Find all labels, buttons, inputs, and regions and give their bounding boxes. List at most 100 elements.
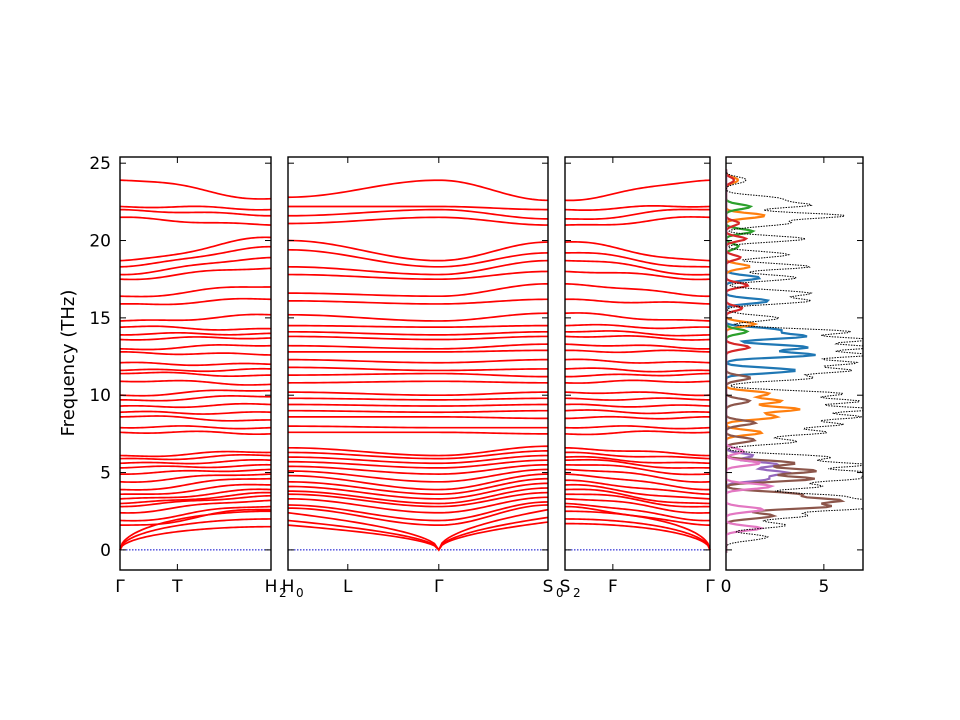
phonon-band — [119, 245, 272, 268]
x-tick-label: F — [608, 577, 618, 597]
band-panel-frame — [119, 156, 272, 571]
partial-dos-curve — [726, 169, 816, 553]
x-tick-label: L — [343, 577, 353, 597]
phonon-band — [119, 179, 272, 200]
phonon-band — [564, 335, 711, 341]
phonon-band — [119, 331, 272, 336]
partial-dos-curve — [726, 169, 776, 553]
phonon-band — [287, 459, 549, 469]
band-panel-frame — [564, 156, 711, 571]
phonon-band — [564, 312, 711, 322]
phonon-band — [119, 351, 272, 356]
phonon-band — [564, 479, 711, 496]
dos-x-tick-label: 0 — [721, 577, 732, 597]
phonon-band — [119, 371, 272, 378]
phonon-band — [119, 488, 272, 500]
phonon-band — [119, 208, 271, 217]
phonon-band — [564, 505, 711, 526]
phonon-band — [564, 403, 711, 408]
phonon-band — [119, 494, 272, 508]
phonon-band — [564, 241, 711, 262]
dos-panel-frame — [725, 156, 864, 571]
phonon-band — [564, 397, 711, 401]
phonon-band — [287, 491, 549, 508]
phonon-band — [119, 499, 272, 514]
phonon-band — [564, 502, 711, 522]
phonon-band — [119, 286, 272, 298]
phonon-band — [288, 416, 548, 420]
phonon-band — [287, 473, 549, 491]
phonon-band — [287, 516, 549, 552]
phonon-band — [287, 504, 549, 526]
phonon-band — [287, 270, 549, 281]
phonon-band — [119, 297, 272, 306]
phonon-band — [119, 389, 272, 397]
x-tick-label: T — [171, 577, 183, 597]
phonon-band — [287, 282, 549, 298]
y-axis-title: Frequency (THz) — [58, 290, 79, 437]
phonon-band — [564, 330, 711, 337]
y-tick-label: 10 — [89, 386, 111, 406]
phonon-band — [288, 425, 548, 429]
y-tick-label: 25 — [89, 154, 111, 174]
x-tick-label: Γ — [705, 577, 715, 597]
phonon-band — [564, 458, 711, 469]
phonon-band — [119, 216, 272, 226]
partial-dos-curve — [726, 169, 846, 553]
phonon-band — [288, 391, 548, 397]
phonon-band — [119, 450, 272, 458]
phonon-band — [288, 366, 549, 372]
phonon-band — [564, 298, 711, 305]
phonon-band — [287, 298, 549, 305]
phonon-band — [564, 349, 711, 354]
phonon-band — [287, 335, 549, 341]
phonon-band — [564, 498, 711, 514]
phonon-band — [288, 431, 548, 435]
phonon-band — [287, 508, 549, 552]
phonon-band — [287, 450, 549, 460]
phonon-band — [564, 379, 711, 384]
x-tick-label: S — [543, 577, 554, 597]
phonon-band — [564, 451, 711, 460]
phonon-band — [287, 477, 549, 496]
phonon-band — [288, 349, 549, 353]
x-tick-subscript: 0 — [296, 586, 304, 600]
phonon-band — [119, 508, 272, 526]
phonon-band — [119, 379, 272, 386]
phonon-band — [119, 344, 272, 351]
phonon-band — [564, 488, 711, 505]
phonon-band — [287, 208, 549, 220]
phonon-band — [119, 453, 272, 461]
phonon-band — [119, 402, 272, 409]
band-panel-1: 0 5 10 15 20 25 Γ T H 2 — [89, 154, 286, 600]
phonon-band — [119, 525, 271, 551]
phonon-band — [288, 205, 548, 211]
phonon-band — [564, 282, 711, 298]
phonon-band — [119, 477, 272, 491]
phonon-band — [564, 455, 711, 465]
phonon-band — [119, 430, 272, 436]
phonon-band — [119, 510, 272, 551]
phonon-band — [119, 491, 272, 505]
x-tick-subscript: 0 — [556, 586, 564, 600]
phonon-band — [119, 336, 272, 341]
phonon-band — [564, 409, 711, 415]
x-tick-label: S — [560, 577, 571, 597]
phonon-band — [119, 415, 272, 422]
phonon-band — [564, 251, 711, 268]
phonon-band — [288, 403, 548, 407]
phonon-band — [287, 259, 549, 276]
phonon-band — [287, 239, 549, 262]
phonon-band — [564, 179, 711, 202]
phonon-band — [565, 522, 711, 551]
phonon-band — [288, 409, 548, 414]
phonon-band — [564, 358, 711, 364]
phonon-band — [287, 343, 549, 350]
phonon-band — [287, 454, 549, 465]
phonon-band — [287, 324, 549, 328]
phonon-band — [564, 425, 711, 430]
phonon-band — [564, 468, 711, 483]
phonon-band — [564, 391, 711, 397]
partial-dos-curve — [726, 169, 756, 553]
